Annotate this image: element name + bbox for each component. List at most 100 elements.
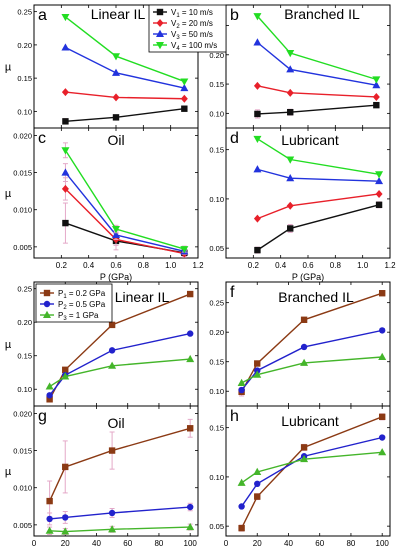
panel-letter-c: c bbox=[38, 130, 46, 147]
y-axis-label-c: µ bbox=[5, 188, 12, 200]
data-point-b-s2 bbox=[253, 81, 261, 90]
data-point-b-s4 bbox=[372, 76, 381, 84]
y-tick-label-c: 0.015 bbox=[13, 169, 32, 178]
y-tick-label-f: 0.20 bbox=[209, 328, 224, 337]
y-tick-label-d: 0.10 bbox=[209, 195, 224, 204]
data-point-g-pb bbox=[186, 503, 194, 511]
y-tick-label-e: 0.15 bbox=[17, 352, 32, 361]
x-tick-label-d: 0.2 bbox=[248, 261, 260, 270]
data-point-g-pa bbox=[108, 447, 116, 454]
panel-letter-g: g bbox=[38, 408, 47, 425]
data-point-f-pc bbox=[237, 378, 246, 386]
y-tick-label-e: 0.25 bbox=[17, 285, 32, 294]
y-tick-label-g: 0.020 bbox=[13, 409, 32, 418]
x-tick-label-g: 80 bbox=[154, 539, 163, 548]
panel-letter-h: h bbox=[230, 408, 239, 425]
data-point-a-s1 bbox=[112, 114, 120, 121]
legend-label-top: V1 = 10 m/s bbox=[171, 8, 213, 19]
data-point-h-pa bbox=[254, 493, 261, 500]
panel-letter-f: f bbox=[230, 284, 235, 301]
data-point-d-s2 bbox=[253, 214, 261, 223]
data-point-e-pa bbox=[186, 290, 194, 298]
legend-label-bottom: P1 = 0.2 GPa bbox=[58, 289, 106, 300]
x-tick-label-c: 1.0 bbox=[165, 261, 177, 270]
data-point-g-pc bbox=[108, 525, 117, 533]
series-line-h-pc bbox=[241, 451, 383, 484]
y-tick-label-h: 0.10 bbox=[209, 473, 224, 482]
series-line-h-pa bbox=[240, 416, 383, 529]
series-line-f-pc bbox=[241, 356, 383, 384]
x-tick-label-d: 1.0 bbox=[357, 261, 369, 270]
x-tick-label-d: 0.6 bbox=[302, 261, 314, 270]
data-point-b-s1 bbox=[287, 108, 294, 116]
data-point-b-s1 bbox=[254, 110, 261, 118]
x-tick-label-h: 80 bbox=[346, 539, 355, 548]
series-line-g-pa bbox=[48, 427, 191, 502]
x-axis-label-d: P (GPa) bbox=[292, 272, 324, 282]
panel-title-g: Oil bbox=[107, 415, 124, 431]
data-point-b-s3 bbox=[372, 81, 381, 89]
data-point-a-s2 bbox=[112, 93, 120, 102]
data-point-a-s2 bbox=[61, 88, 69, 97]
y-tick-label-c: 0.010 bbox=[13, 206, 32, 215]
data-point-f-pb bbox=[238, 386, 245, 394]
data-point-g-pb bbox=[46, 515, 53, 523]
data-point-c-s1 bbox=[62, 219, 69, 227]
data-point-g-pc bbox=[61, 527, 70, 535]
x-tick-label-c: 0.4 bbox=[83, 261, 95, 270]
data-point-h-pb bbox=[254, 480, 261, 488]
y-tick-label-d: 0.15 bbox=[209, 146, 224, 155]
data-point-g-pa bbox=[46, 497, 53, 505]
data-point-h-pc bbox=[237, 478, 246, 486]
data-point-h-pc bbox=[378, 448, 387, 456]
series-line-f-pb bbox=[241, 329, 383, 391]
legend-marker-top bbox=[156, 8, 164, 16]
series-line-h-pb bbox=[241, 436, 383, 507]
data-point-d-s4 bbox=[253, 135, 262, 144]
y-tick-label-h: 0.15 bbox=[209, 424, 224, 433]
data-point-a-s4 bbox=[180, 78, 189, 86]
legend-label-top: V4 = 100 m/s bbox=[171, 41, 217, 52]
x-tick-label-g: 40 bbox=[92, 539, 101, 548]
data-point-a-s4 bbox=[61, 13, 70, 22]
series-line-e-pc bbox=[49, 358, 191, 388]
x-tick-label-d: 1.2 bbox=[384, 261, 396, 270]
panel-title-b: Branched IL bbox=[284, 6, 360, 22]
data-point-g-pa bbox=[62, 463, 69, 471]
data-point-e-pc bbox=[61, 372, 70, 380]
data-point-f-pb bbox=[300, 343, 308, 351]
data-point-e-pb bbox=[108, 347, 116, 354]
y-tick-label-e: 0.20 bbox=[17, 318, 32, 327]
data-point-h-pa bbox=[300, 444, 308, 451]
legend-label-bottom: P2 = 0.5 GPa bbox=[58, 300, 106, 311]
y-tick-label-a: 0.25 bbox=[17, 8, 32, 17]
series-line-e-pb bbox=[49, 332, 191, 396]
y-axis-label-a: µ bbox=[5, 62, 12, 74]
data-point-e-pb bbox=[46, 392, 53, 399]
data-point-f-pc bbox=[378, 352, 387, 360]
legend-marker-bottom bbox=[43, 310, 51, 318]
data-point-e-pa bbox=[62, 366, 69, 374]
y-tick-label-e: 0.10 bbox=[17, 385, 32, 394]
y-tick-label-c: 0.005 bbox=[13, 243, 32, 252]
x-tick-label-g: 60 bbox=[123, 539, 132, 548]
y-tick-label-b: 0.15 bbox=[209, 80, 224, 89]
x-tick-label-h: 100 bbox=[376, 539, 390, 548]
panel-letter-b: b bbox=[230, 7, 239, 24]
data-point-a-s4 bbox=[112, 53, 120, 61]
data-point-f-pc bbox=[253, 370, 262, 378]
legend-label-top: V2 = 20 m/s bbox=[171, 19, 213, 30]
data-point-e-pc bbox=[108, 361, 117, 369]
x-tick-label-g: 0 bbox=[32, 539, 37, 548]
legend-marker-top bbox=[156, 19, 164, 27]
data-point-f-pa bbox=[378, 290, 386, 297]
x-tick-label-c: 0.8 bbox=[138, 261, 150, 270]
data-point-d-s2 bbox=[375, 189, 383, 198]
legend-marker-top bbox=[156, 42, 164, 50]
data-point-e-pc bbox=[186, 354, 195, 363]
x-tick-label-h: 60 bbox=[315, 539, 324, 548]
x-tick-label-h: 40 bbox=[284, 539, 293, 548]
data-point-e-pb bbox=[186, 330, 194, 337]
x-tick-label-g: 20 bbox=[61, 539, 70, 548]
